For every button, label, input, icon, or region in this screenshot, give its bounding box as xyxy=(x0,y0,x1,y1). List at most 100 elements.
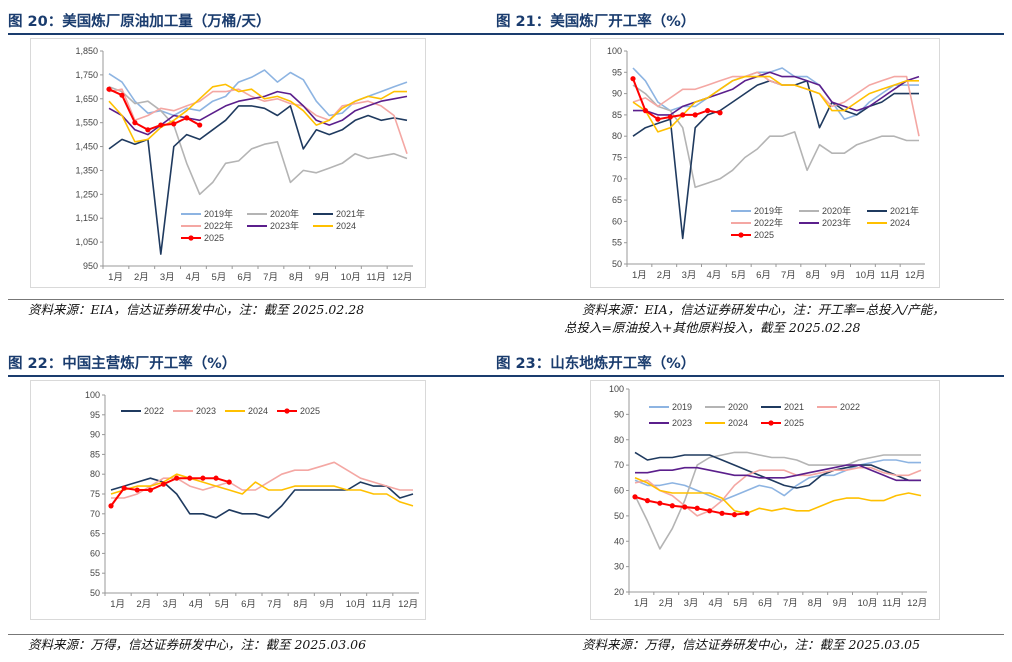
x-tick-label: 11月 xyxy=(367,272,386,283)
x-tick-label: 5月 xyxy=(733,598,748,609)
y-tick-label: 1,550 xyxy=(75,118,98,128)
legend-label: 2025 xyxy=(754,230,774,240)
y-tick-label: 1,150 xyxy=(75,213,98,223)
figure-title: 图 20：美国炼厂原油加工量（万桶/天） xyxy=(8,14,271,30)
series-point-2025 xyxy=(682,504,688,510)
series-line-2024 xyxy=(634,477,922,515)
x-tick-label: 1月 xyxy=(632,270,647,281)
y-tick-label: 60 xyxy=(90,548,100,558)
series-point-2025 xyxy=(147,487,153,493)
x-tick-label: 6月 xyxy=(758,598,773,609)
source-rule xyxy=(8,299,502,300)
series-line-2025 xyxy=(634,495,748,516)
chart-china-refinery-utilization: 50 55 60 65 70 75 80 85 90 95 100 1月 2月 3月 4月 5月 6月 7月 8月 9… xyxy=(85,390,419,610)
y-tick-label: 80 xyxy=(612,131,622,141)
figure-title: 图 22：中国主营炼厂开工率（%） xyxy=(8,356,237,372)
figure-title: 图 23：山东地炼开工率（%） xyxy=(496,356,696,372)
y-tick-label: 95 xyxy=(612,67,622,77)
x-tick-label: 3月 xyxy=(682,270,697,281)
series-point-2025 xyxy=(630,76,636,82)
x-tick-label: 12月 xyxy=(905,270,925,281)
x-tick-label: 8月 xyxy=(293,599,308,610)
chart-frame: 950 1,050 1,150 1,250 1,350 1,450 1,550 1,650 1,… xyxy=(30,38,426,288)
x-tick-label: 8月 xyxy=(806,270,821,281)
x-tick-label: 1月 xyxy=(110,599,125,610)
y-tick-label: 85 xyxy=(612,110,622,120)
x-tick-label: 2月 xyxy=(134,272,149,283)
series-point-2025 xyxy=(680,112,686,118)
chart-frame: 50 55 60 65 70 75 80 85 90 95 100 1月 2月 3月 4月 5月 6月 7月 8月 9… xyxy=(30,380,426,620)
series-point-2025 xyxy=(158,122,164,128)
x-tick-label: 1月 xyxy=(108,272,123,283)
x-tick-label: 4月 xyxy=(186,272,201,283)
series-point-2025 xyxy=(694,505,700,511)
y-tick-label: 75 xyxy=(90,489,100,499)
series-point-2025 xyxy=(644,498,651,504)
legend-label: 2024 xyxy=(336,221,356,231)
x-tick-label: 11月 xyxy=(372,599,391,610)
y-tick-label: 60 xyxy=(612,216,622,226)
series-point-2025 xyxy=(717,110,723,116)
source-rule xyxy=(8,634,502,635)
y-tick-label: 100 xyxy=(609,384,624,394)
y-tick-label: 70 xyxy=(612,174,622,184)
series-point-2025 xyxy=(197,122,203,128)
legend-label: 2019 xyxy=(672,402,692,412)
series-line-2022 xyxy=(634,466,922,517)
series-line-2020 xyxy=(634,451,921,550)
legend-label: 2023年 xyxy=(822,217,851,228)
series-line-2023年 xyxy=(633,71,920,116)
x-tick-label: 6月 xyxy=(756,270,771,281)
series-point-2025 xyxy=(213,475,219,481)
legend-label: 2021 xyxy=(784,402,804,412)
title-rule xyxy=(8,375,502,377)
series-point-2025 xyxy=(184,115,190,121)
y-tick-label: 70 xyxy=(90,509,100,519)
series-point-2025 xyxy=(707,508,713,514)
series-point-2025 xyxy=(119,92,125,98)
series-point-2025 xyxy=(632,494,638,500)
series-line-2022 xyxy=(110,477,414,519)
x-tick-label: 9月 xyxy=(315,272,330,283)
series-point-2025 xyxy=(121,485,127,491)
x-tick-label: 12月 xyxy=(398,599,418,610)
x-tick-label: 9月 xyxy=(833,598,848,609)
source-note: 资料来源：EIA，信达证券研发中心，注：截至 2025.02.28 xyxy=(28,302,365,317)
y-tick-label: 20 xyxy=(614,587,624,597)
legend-label: 2021年 xyxy=(890,205,919,216)
source-rule xyxy=(496,634,1004,635)
y-tick-label: 1,850 xyxy=(75,46,98,56)
x-tick-label: 5月 xyxy=(215,599,230,610)
x-tick-label: 9月 xyxy=(831,270,846,281)
legend-label: 2025 xyxy=(784,418,804,428)
legend-label: 2023 xyxy=(196,406,216,416)
series-line-2022年 xyxy=(108,88,408,154)
y-tick-label: 50 xyxy=(612,259,622,269)
series-point-2025 xyxy=(106,86,112,92)
series-point-2025 xyxy=(705,108,711,114)
source-note: 资料来源：万得，信达证券研发中心，注：截至 2025.03.06 xyxy=(28,637,367,652)
legend-label: 2022 xyxy=(144,406,164,416)
x-tick-label: 5月 xyxy=(212,272,227,283)
x-tick-label: 8月 xyxy=(808,598,823,609)
series-point-2025 xyxy=(657,500,663,506)
x-tick-label: 2月 xyxy=(659,598,674,609)
series-point-2025 xyxy=(132,120,138,126)
x-tick-label: 12月 xyxy=(907,598,927,609)
y-tick-label: 1,750 xyxy=(75,70,98,80)
legend-marker xyxy=(188,235,194,241)
legend-label: 2023 xyxy=(672,418,692,428)
y-tick-label: 90 xyxy=(612,89,622,99)
legend-label: 2024 xyxy=(248,406,268,416)
series-point-2025 xyxy=(187,475,193,481)
series-point-2025 xyxy=(655,116,661,122)
series-point-2025 xyxy=(669,503,675,509)
series-line-2025 xyxy=(110,477,230,507)
series-line-2020年 xyxy=(632,84,919,189)
series-point-2025 xyxy=(667,114,673,120)
legend-label: 2022 xyxy=(840,402,860,412)
chart-us-refinery-utilization: 50 55 60 65 70 75 80 85 90 95 100 1月 2月 3月 4月 5月 6月 7月 8月 9… xyxy=(607,46,925,281)
x-tick-label: 11月 xyxy=(882,598,901,609)
chart-frame: 20 30 40 50 60 70 80 90 100 1月 2月 3月 4月 5月 6月 7月 8月 9月 10月… xyxy=(590,380,940,620)
x-tick-label: 3月 xyxy=(163,599,178,610)
